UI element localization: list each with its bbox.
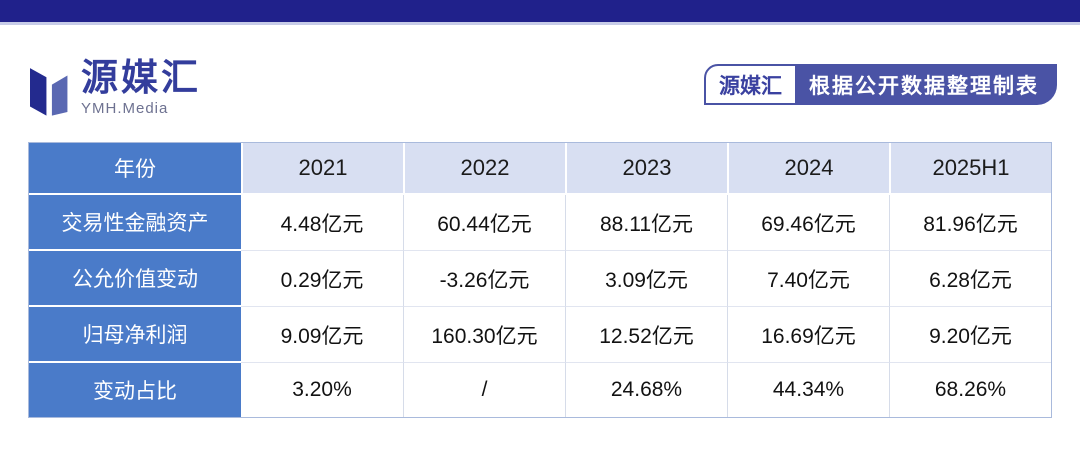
table-cell: 6.28亿元 [889, 251, 1051, 307]
table-cell: 7.40亿元 [727, 251, 889, 307]
table-cell: 160.30亿元 [403, 307, 565, 363]
row-label-cell: 变动占比 [29, 363, 241, 417]
table-cell: 0.29亿元 [241, 251, 403, 307]
table-cell: 24.68% [565, 363, 727, 417]
source-badge: 源媒汇 根据公开数据整理制表 [704, 64, 1057, 105]
table-cell: 9.09亿元 [241, 307, 403, 363]
table-container: 年份 2021 2022 2023 2024 2025H1 交易性金融资产 4.… [28, 142, 1052, 418]
row-label-cell: 交易性金融资产 [29, 195, 241, 251]
table-cell: 16.69亿元 [727, 307, 889, 363]
top-banner [0, 0, 1080, 25]
table-header-row: 年份 2021 2022 2023 2024 2025H1 [29, 143, 1051, 195]
source-badge-label: 源媒汇 [704, 64, 797, 105]
ymh-logo-icon [30, 68, 68, 116]
table-cell: 3.09亿元 [565, 251, 727, 307]
brand-name: 源媒汇 [81, 57, 201, 98]
corner-header-cell: 年份 [29, 143, 241, 195]
year-header-cell: 2022 [403, 143, 565, 195]
table-row: 公允价值变动 0.29亿元 -3.26亿元 3.09亿元 7.40亿元 6.28… [29, 251, 1051, 307]
year-header-cell: 2024 [727, 143, 889, 195]
table-row: 变动占比 3.20% / 24.68% 44.34% 68.26% [29, 363, 1051, 417]
year-header-cell: 2025H1 [889, 143, 1051, 195]
row-label-cell: 归母净利润 [29, 307, 241, 363]
table-cell: 3.20% [241, 363, 403, 417]
table-cell: 81.96亿元 [889, 195, 1051, 251]
table-cell: 4.48亿元 [241, 195, 403, 251]
table-cell: 44.34% [727, 363, 889, 417]
table-cell: 69.46亿元 [727, 195, 889, 251]
year-header-cell: 2021 [241, 143, 403, 195]
table-cell: 12.52亿元 [565, 307, 727, 363]
brand-logo: 源媒汇 YMH.Media [30, 57, 201, 120]
table-row: 交易性金融资产 4.48亿元 60.44亿元 88.11亿元 69.46亿元 8… [29, 195, 1051, 251]
table-row: 归母净利润 9.09亿元 160.30亿元 12.52亿元 16.69亿元 9.… [29, 307, 1051, 363]
table-cell: 88.11亿元 [565, 195, 727, 251]
data-table: 年份 2021 2022 2023 2024 2025H1 交易性金融资产 4.… [28, 142, 1052, 418]
source-badge-text: 根据公开数据整理制表 [797, 64, 1057, 105]
table-cell: -3.26亿元 [403, 251, 565, 307]
table-cell: / [403, 363, 565, 417]
table-cell: 68.26% [889, 363, 1051, 417]
brand-subtitle: YMH.Media [81, 99, 169, 117]
year-header-cell: 2023 [565, 143, 727, 195]
brand-text-block: 源媒汇 YMH.Media [81, 57, 201, 117]
row-label-cell: 公允价值变动 [29, 251, 241, 307]
table-cell: 60.44亿元 [403, 195, 565, 251]
table-cell: 9.20亿元 [889, 307, 1051, 363]
